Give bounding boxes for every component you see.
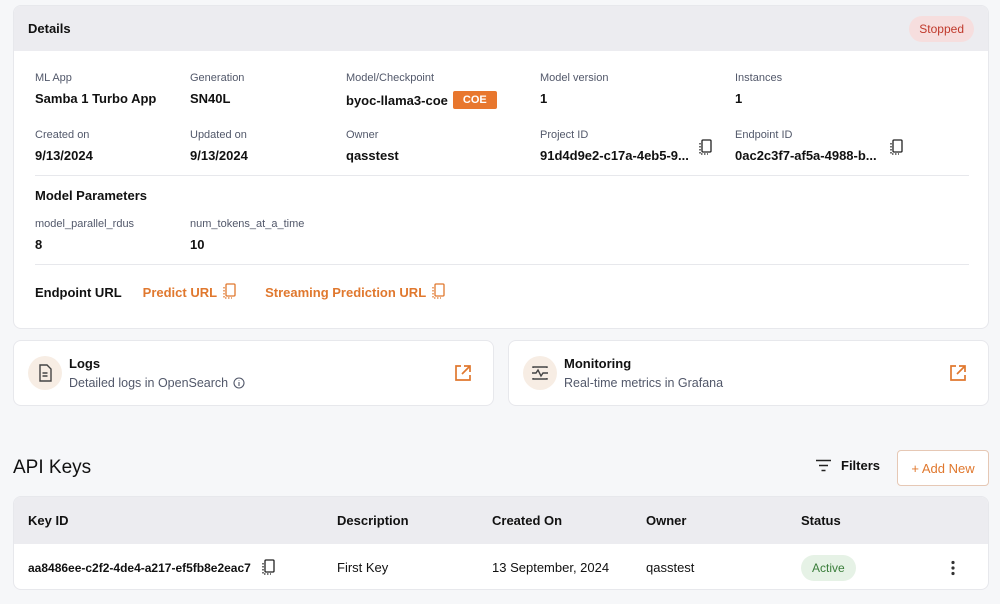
monitoring-icon — [523, 356, 557, 390]
field-updated-on: Updated on 9/13/2024 — [190, 129, 248, 163]
field-value: 9/13/2024 — [190, 148, 248, 163]
add-new-button[interactable]: + Add New — [897, 450, 989, 486]
status-cell: Active — [801, 544, 856, 589]
field-endpoint-id: Endpoint ID 0ac2c3f7-af5a-4988-b... — [735, 129, 877, 163]
external-link-icon[interactable] — [948, 363, 968, 383]
more-options-icon[interactable] — [950, 544, 956, 589]
param-label: model_parallel_rdus — [35, 218, 135, 230]
field-instances: Instances 1 — [735, 72, 782, 106]
field-label: Created on — [35, 129, 90, 141]
param-value: 8 — [35, 237, 43, 252]
monitoring-card[interactable]: Monitoring Real-time metrics in Grafana — [508, 340, 989, 406]
field-label: Owner — [346, 129, 379, 141]
owner-cell: qasstest — [646, 560, 695, 575]
logs-card[interactable]: Logs Detailed logs in OpenSearch — [13, 340, 494, 406]
field-value: 0ac2c3f7-af5a-4988-b... — [735, 148, 877, 163]
predict-url-link[interactable]: Predict URL — [142, 284, 218, 300]
status-badge: Active — [801, 554, 856, 581]
logs-text: Logs Detailed logs in OpenSearch — [69, 356, 453, 390]
field-label: Model/Checkpoint — [346, 72, 435, 84]
field-label: Updated on — [190, 129, 247, 141]
field-label: Generation — [190, 72, 245, 84]
copy-endpoint-id-icon[interactable] — [888, 139, 904, 157]
api-keys-table: Key ID Description Created On Owner Stat… — [13, 496, 989, 590]
field-model-checkpoint: Model/Checkpoint byoc-llama3-coe COE — [346, 72, 497, 109]
endpoint-url-row: Endpoint URL Predict URL Streaming Predi… — [35, 282, 474, 302]
field-generation: Generation SN40L — [190, 72, 244, 106]
endpoint-url-label: Endpoint URL — [35, 284, 122, 300]
logs-subtitle-row: Detailed logs in OpenSearch — [69, 376, 453, 390]
coe-tag: COE — [452, 91, 497, 109]
table-header: Key ID Description Created On Owner Stat… — [14, 497, 988, 544]
table-row: aa8486ee-c2f2-4de4-a217-ef5fb8e2eac7 Fir… — [14, 544, 988, 589]
created-on-cell: 13 September, 2024 — [492, 560, 610, 575]
field-model-version: Model version 1 — [540, 72, 608, 106]
filters-label: Filters — [841, 458, 881, 473]
field-value: 1 — [735, 91, 743, 106]
details-title: Details — [28, 21, 71, 36]
column-header[interactable]: Owner — [646, 513, 687, 528]
api-keys-title: API Keys — [13, 457, 92, 478]
logs-title: Logs — [69, 356, 101, 371]
field-owner: Owner qasstest — [346, 129, 399, 163]
param-num-tokens: num_tokens_at_a_time 10 — [190, 218, 304, 252]
field-value: 1 — [540, 91, 548, 106]
field-value: 91d4d9e2-c17a-4eb5-9... — [540, 148, 689, 163]
divider — [35, 264, 969, 265]
field-label: Endpoint ID — [735, 129, 793, 141]
external-link-icon[interactable] — [453, 363, 473, 383]
monitoring-subtitle: Real-time metrics in Grafana — [564, 376, 724, 390]
details-header: Details Stopped — [14, 6, 988, 51]
copy-predict-url-icon[interactable] — [221, 283, 237, 301]
param-model-parallel-rdus: model_parallel_rdus 8 — [35, 218, 134, 252]
field-value: byoc-llama3-coe — [346, 92, 448, 108]
filter-icon — [816, 459, 831, 472]
field-label: ML App — [35, 72, 72, 84]
column-header[interactable]: Created On — [492, 513, 563, 528]
key-id-cell: aa8486ee-c2f2-4de4-a217-ef5fb8e2eac7 — [28, 544, 276, 589]
key-id: aa8486ee-c2f2-4de4-a217-ef5fb8e2eac7 — [28, 560, 251, 575]
field-value: Samba 1 Turbo App — [35, 91, 157, 106]
param-value: 10 — [190, 237, 205, 252]
copy-streaming-url-icon[interactable] — [430, 283, 446, 301]
logs-subtitle: Detailed logs in OpenSearch — [69, 376, 229, 390]
copy-project-id-icon[interactable] — [697, 139, 713, 157]
field-project-id: Project ID 91d4d9e2-c17a-4eb5-9... — [540, 129, 689, 163]
field-value-row: byoc-llama3-coe COE — [346, 91, 497, 109]
field-created-on: Created on 9/13/2024 — [35, 129, 93, 163]
monitoring-text: Monitoring Real-time metrics in Grafana — [564, 356, 948, 390]
details-card: Details Stopped ML App Samba 1 Turbo App… — [13, 5, 989, 329]
filters-button[interactable]: Filters — [815, 458, 880, 473]
streaming-url-link[interactable]: Streaming Prediction URL — [265, 284, 427, 300]
divider — [35, 175, 969, 176]
column-header[interactable]: Status — [801, 513, 841, 528]
model-parameters-title: Model Parameters — [35, 188, 147, 203]
document-icon — [28, 356, 62, 390]
field-ml-app: ML App Samba 1 Turbo App — [35, 72, 156, 106]
status-badge: Stopped — [909, 15, 974, 42]
field-label: Model version — [540, 72, 609, 84]
field-value: 9/13/2024 — [35, 148, 93, 163]
monitoring-title: Monitoring — [564, 356, 632, 371]
column-header[interactable]: Key ID — [28, 513, 69, 528]
description-cell: First Key — [337, 560, 389, 575]
info-icon[interactable] — [233, 377, 245, 389]
field-label: Project ID — [540, 129, 589, 141]
field-value: qasstest — [346, 148, 399, 163]
copy-key-id-icon[interactable] — [260, 558, 276, 577]
param-label: num_tokens_at_a_time — [190, 218, 305, 230]
field-label: Instances — [735, 72, 783, 84]
field-value: SN40L — [190, 91, 231, 106]
column-header[interactable]: Description — [337, 513, 409, 528]
